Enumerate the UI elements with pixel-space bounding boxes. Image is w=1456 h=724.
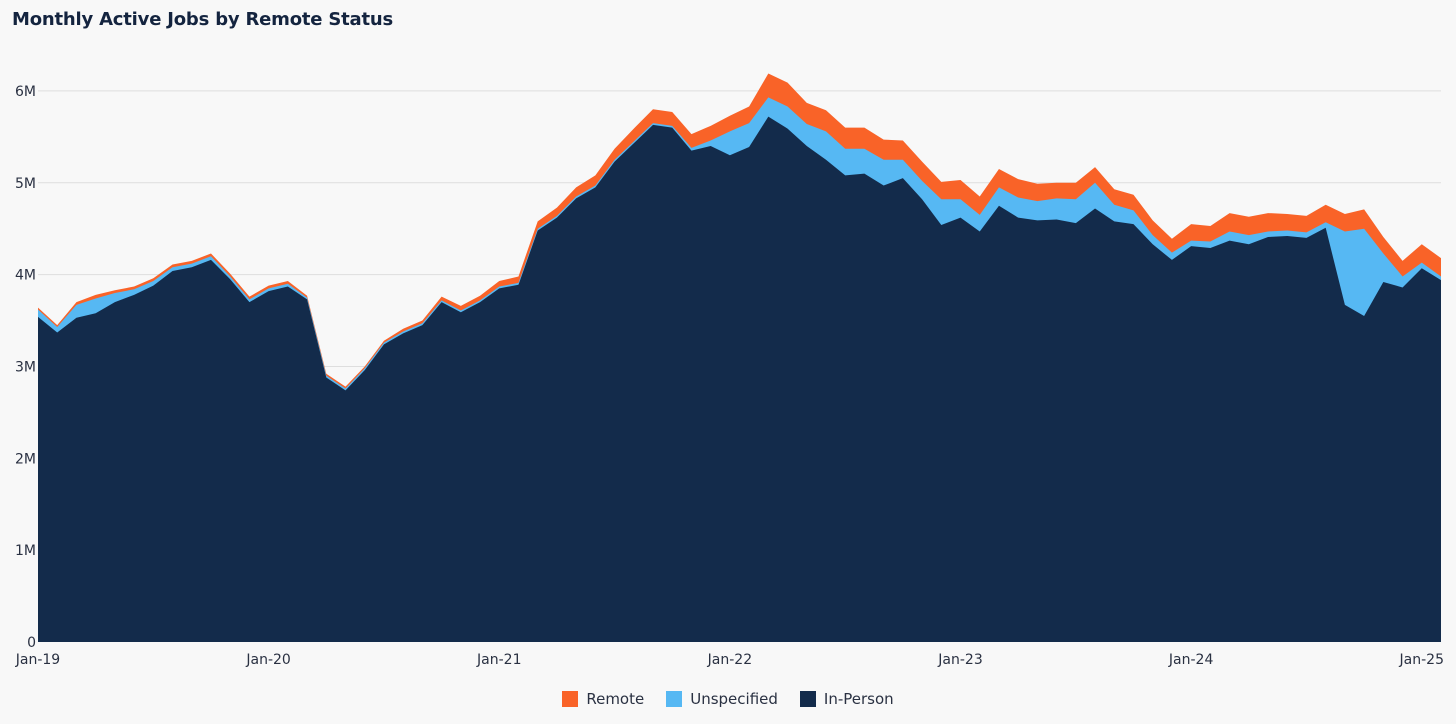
x-tick-label: Jan-25: [1399, 652, 1444, 668]
x-tick-label: Jan-22: [707, 652, 752, 668]
y-tick-label: 4M: [15, 268, 36, 284]
x-tick-label: Jan-21: [476, 652, 521, 668]
x-tick-label: Jan-23: [937, 652, 982, 668]
x-tick-label: Jan-19: [15, 652, 60, 668]
x-tick-label: Jan-20: [245, 652, 290, 668]
y-tick-label: 2M: [15, 451, 36, 467]
legend-label: Remote: [586, 690, 645, 708]
area-in-person: [38, 116, 1441, 642]
legend-item-in-person[interactable]: In-Person: [799, 690, 894, 708]
y-tick-label: 0: [27, 635, 36, 651]
legend: Remote Unspecified In-Person: [0, 690, 1456, 708]
x-tick-label: Jan-24: [1168, 652, 1214, 668]
y-tick-label: 1M: [15, 543, 36, 559]
legend-label: Unspecified: [690, 690, 778, 708]
chart-title: Monthly Active Jobs by Remote Status: [12, 9, 393, 30]
legend-swatch: [562, 691, 579, 707]
y-tick-label: 6M: [15, 84, 36, 100]
y-tick-label: 3M: [15, 359, 36, 375]
y-tick-label: 5M: [15, 176, 36, 192]
legend-label: In-Person: [823, 690, 894, 708]
legend-swatch: [666, 691, 683, 707]
legend-swatch: [799, 691, 816, 707]
legend-item-remote[interactable]: Remote: [562, 690, 644, 708]
legend-item-unspecified[interactable]: Unspecified: [666, 690, 778, 708]
